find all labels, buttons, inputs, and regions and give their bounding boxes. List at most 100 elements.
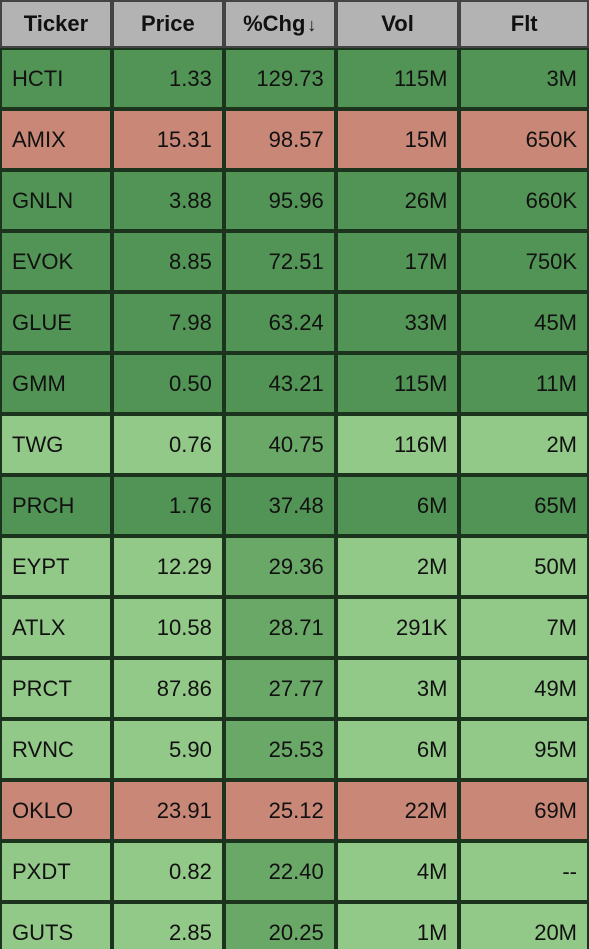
cell-chg: 28.71 [224,597,336,658]
stock-table: Ticker Price %Chg↓ Vol Flt HCTI1.33129.7… [0,0,589,949]
cell-ticker: TWG [0,414,112,475]
cell-chg: 27.77 [224,658,336,719]
cell-flt: 49M [459,658,589,719]
cell-price: 7.98 [112,292,224,353]
cell-price: 23.91 [112,780,224,841]
cell-chg: 29.36 [224,536,336,597]
cell-ticker: AMIX [0,109,112,170]
cell-vol: 15M [336,109,460,170]
cell-vol: 291K [336,597,460,658]
cell-ticker: GUTS [0,902,112,949]
col-header-label: %Chg [243,11,305,36]
cell-chg: 25.12 [224,780,336,841]
table-row[interactable]: EYPT12.2929.362M50M [0,536,589,597]
table-row[interactable]: TWG0.7640.75116M2M [0,414,589,475]
table-row[interactable]: GNLN3.8895.9626M660K [0,170,589,231]
table-row[interactable]: PRCH1.7637.486M65M [0,475,589,536]
cell-chg: 98.57 [224,109,336,170]
cell-vol: 3M [336,658,460,719]
table-row[interactable]: OKLO23.9125.1222M69M [0,780,589,841]
cell-flt: 660K [459,170,589,231]
cell-price: 8.85 [112,231,224,292]
cell-price: 5.90 [112,719,224,780]
col-header-vol[interactable]: Vol [336,0,460,48]
cell-vol: 115M [336,48,460,109]
cell-flt: 7M [459,597,589,658]
header-row: Ticker Price %Chg↓ Vol Flt [0,0,589,48]
cell-chg: 40.75 [224,414,336,475]
cell-flt: 45M [459,292,589,353]
col-header-price[interactable]: Price [112,0,224,48]
cell-ticker: GMM [0,353,112,414]
col-header-label: Ticker [24,11,88,36]
cell-vol: 22M [336,780,460,841]
sort-desc-icon: ↓ [307,15,316,35]
col-header-label: Vol [381,11,414,36]
cell-ticker: PRCH [0,475,112,536]
cell-ticker: HCTI [0,48,112,109]
cell-vol: 17M [336,231,460,292]
cell-vol: 4M [336,841,460,902]
col-header-flt[interactable]: Flt [459,0,589,48]
cell-vol: 115M [336,353,460,414]
cell-ticker: RVNC [0,719,112,780]
cell-ticker: PXDT [0,841,112,902]
cell-chg: 72.51 [224,231,336,292]
cell-chg: 37.48 [224,475,336,536]
col-header-label: Price [141,11,195,36]
cell-price: 87.86 [112,658,224,719]
cell-flt: 95M [459,719,589,780]
cell-chg: 25.53 [224,719,336,780]
cell-flt: 20M [459,902,589,949]
cell-ticker: GLUE [0,292,112,353]
table-row[interactable]: GLUE7.9863.2433M45M [0,292,589,353]
col-header-chg[interactable]: %Chg↓ [224,0,336,48]
cell-flt: 3M [459,48,589,109]
cell-vol: 1M [336,902,460,949]
cell-price: 1.76 [112,475,224,536]
cell-price: 0.50 [112,353,224,414]
cell-flt: 50M [459,536,589,597]
table-row[interactable]: HCTI1.33129.73115M3M [0,48,589,109]
cell-vol: 6M [336,719,460,780]
cell-vol: 33M [336,292,460,353]
cell-flt: 650K [459,109,589,170]
cell-flt: -- [459,841,589,902]
cell-ticker: PRCT [0,658,112,719]
cell-price: 0.76 [112,414,224,475]
cell-vol: 26M [336,170,460,231]
cell-flt: 11M [459,353,589,414]
cell-price: 10.58 [112,597,224,658]
table-row[interactable]: GMM0.5043.21115M11M [0,353,589,414]
table-body: HCTI1.33129.73115M3MAMIX15.3198.5715M650… [0,48,589,949]
cell-flt: 2M [459,414,589,475]
table-row[interactable]: ATLX10.5828.71291K7M [0,597,589,658]
cell-price: 0.82 [112,841,224,902]
cell-vol: 116M [336,414,460,475]
cell-ticker: OKLO [0,780,112,841]
cell-flt: 65M [459,475,589,536]
cell-chg: 63.24 [224,292,336,353]
cell-vol: 6M [336,475,460,536]
cell-chg: 22.40 [224,841,336,902]
cell-price: 2.85 [112,902,224,949]
col-header-label: Flt [511,11,538,36]
table-row[interactable]: GUTS2.8520.251M20M [0,902,589,949]
cell-ticker: ATLX [0,597,112,658]
cell-ticker: GNLN [0,170,112,231]
table-row[interactable]: RVNC5.9025.536M95M [0,719,589,780]
cell-ticker: EYPT [0,536,112,597]
table-row[interactable]: PXDT0.8222.404M-- [0,841,589,902]
col-header-ticker[interactable]: Ticker [0,0,112,48]
cell-flt: 750K [459,231,589,292]
cell-chg: 95.96 [224,170,336,231]
table-row[interactable]: AMIX15.3198.5715M650K [0,109,589,170]
cell-chg: 43.21 [224,353,336,414]
table-row[interactable]: EVOK8.8572.5117M750K [0,231,589,292]
cell-chg: 20.25 [224,902,336,949]
cell-ticker: EVOK [0,231,112,292]
cell-price: 1.33 [112,48,224,109]
table-row[interactable]: PRCT87.8627.773M49M [0,658,589,719]
cell-vol: 2M [336,536,460,597]
cell-flt: 69M [459,780,589,841]
